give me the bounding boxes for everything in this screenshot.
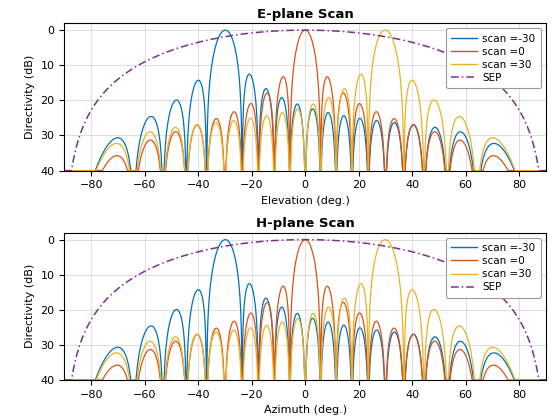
Y-axis label: Directivity (dB): Directivity (dB) [25,55,35,139]
Legend: scan =-30, scan =0, scan =30, SEP: scan =-30, scan =0, scan =30, SEP [446,238,541,298]
Legend: scan =-30, scan =0, scan =30, SEP: scan =-30, scan =0, scan =30, SEP [446,28,541,88]
Title: E-plane Scan: E-plane Scan [257,8,353,21]
X-axis label: Azimuth (deg.): Azimuth (deg.) [264,405,347,415]
Title: H-plane Scan: H-plane Scan [256,217,354,230]
Y-axis label: Directivity (dB): Directivity (dB) [25,264,35,349]
X-axis label: Elevation (deg.): Elevation (deg.) [261,196,349,206]
